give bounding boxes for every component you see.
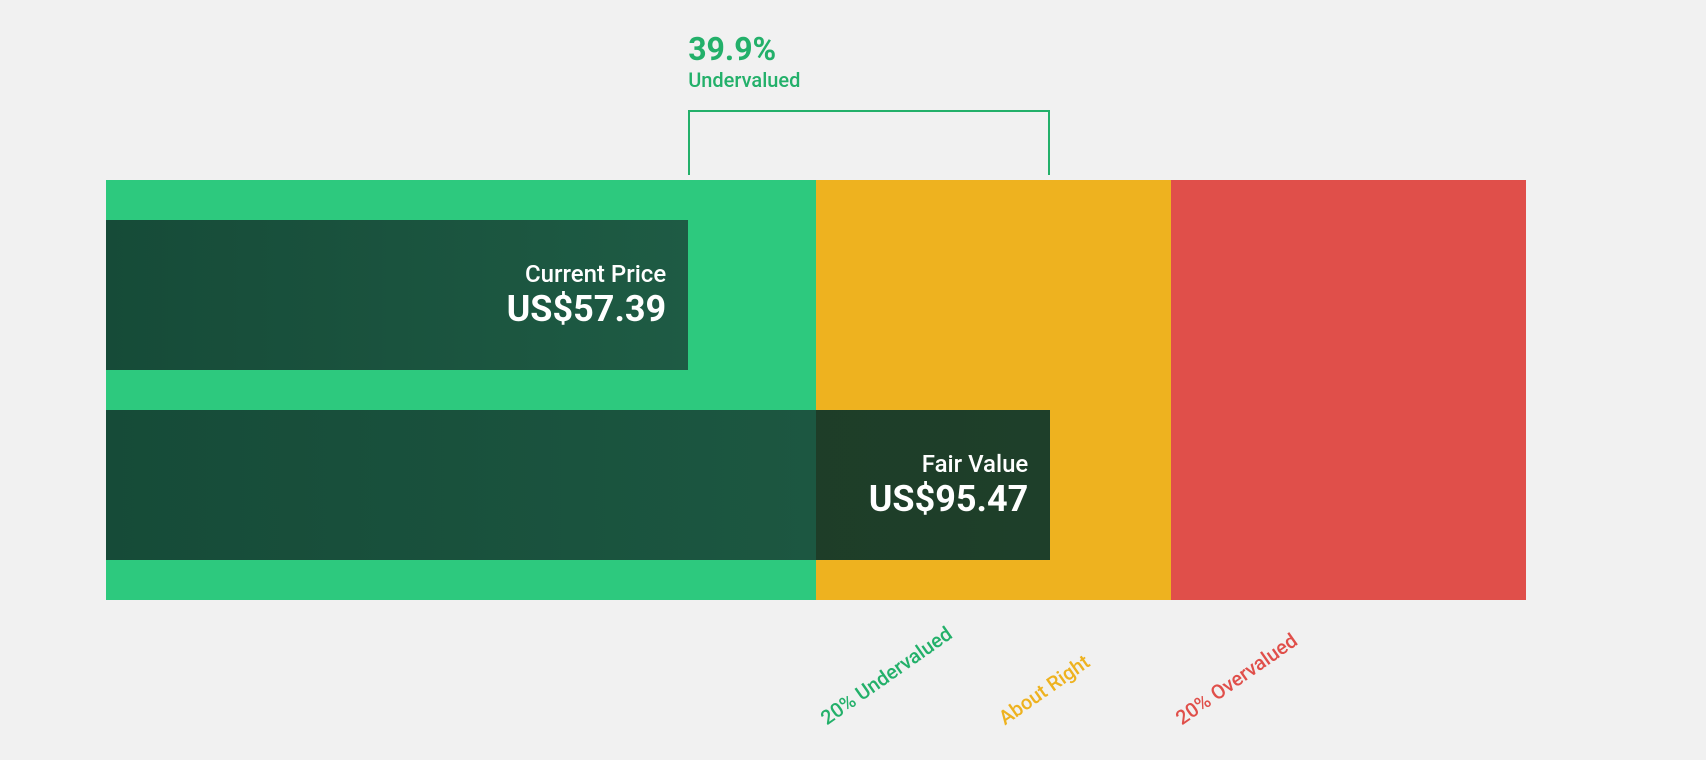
valuation-chart: 39.9% Undervalued Current Price US$57.39… xyxy=(0,0,1706,760)
fair-value-value: US$95.47 xyxy=(869,478,1029,520)
bracket-right-line xyxy=(1048,110,1050,175)
undervalued-percent: 39.9% xyxy=(688,30,800,68)
current-price-bar: Current Price US$57.39 xyxy=(106,220,688,370)
fair-value-bar: Fair Value US$95.47 xyxy=(106,410,1050,560)
current-price-title: Current Price xyxy=(507,260,667,288)
undervalued-callout: 39.9% Undervalued xyxy=(688,30,800,92)
fair-value-title: Fair Value xyxy=(869,450,1029,478)
axis-label-undervalued: 20% Undervalued xyxy=(816,621,956,729)
bracket-left-line xyxy=(688,110,690,175)
undervalued-label: Undervalued xyxy=(688,68,800,92)
zone-overvalued xyxy=(1171,180,1526,600)
current-price-value: US$57.39 xyxy=(507,288,667,330)
axis-label-about-right: About Right xyxy=(994,650,1094,730)
bracket-top-line xyxy=(688,110,1050,112)
callout-bracket xyxy=(688,110,1050,175)
axis-label-overvalued: 20% Overvalued xyxy=(1171,628,1302,730)
